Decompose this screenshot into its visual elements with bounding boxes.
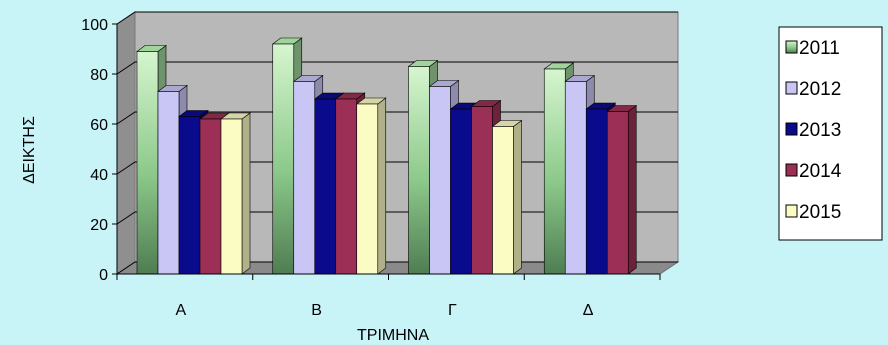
legend-label: 2015 (799, 202, 841, 223)
y-tick-label: 40 (90, 167, 108, 184)
bar-front (356, 103, 379, 275)
legend-item: 2014 (785, 161, 842, 182)
bar-side (377, 97, 387, 275)
bar-front (136, 51, 159, 275)
bar-side (513, 119, 522, 275)
bar-front (314, 98, 337, 275)
x-tick-label: Δ (583, 302, 594, 319)
bar (355, 97, 387, 275)
gridline (116, 11, 678, 25)
bar-front (471, 106, 493, 275)
bar-front (178, 116, 201, 275)
bar-front (157, 91, 180, 275)
legend-swatch (785, 204, 798, 218)
y-tick-label: 60 (90, 117, 108, 134)
bars (136, 37, 638, 275)
legend-label: 2011 (799, 38, 840, 59)
bar (606, 104, 638, 275)
legend-swatch (785, 122, 798, 136)
legend-item: 2013 (785, 120, 841, 141)
y-tick-label: 0 (99, 267, 108, 284)
legend: 2011 2012 2013 2014 2015 (778, 26, 883, 241)
legend-swatch (785, 81, 798, 95)
legend-label: 2013 (799, 120, 841, 141)
bar-front (543, 68, 566, 275)
bar-front (272, 43, 295, 275)
bar-front (564, 81, 587, 275)
bar-front (606, 111, 629, 275)
bar-side (241, 112, 251, 275)
bar-front (335, 98, 358, 275)
bar-front (220, 118, 243, 275)
x-tick-label: Β (311, 302, 322, 319)
bar-front (585, 108, 608, 275)
legend-swatch (785, 40, 798, 54)
y-tick-label: 80 (90, 67, 108, 84)
x-tick-label: Α (176, 302, 187, 319)
bar (220, 112, 251, 275)
gridline (116, 61, 678, 75)
bar-side (627, 104, 637, 275)
y-tick-label: 20 (90, 217, 108, 234)
bar-front (408, 66, 430, 275)
plot-side-wall (116, 11, 136, 275)
x-tick-label: Γ (448, 302, 457, 319)
bar-front (199, 118, 222, 275)
legend-item: 2012 (785, 79, 841, 100)
bar-front (293, 81, 316, 275)
legend-item: 2011 (785, 38, 840, 59)
bar (491, 119, 523, 275)
y-tick-label: 100 (81, 17, 108, 34)
legend-label: 2014 (799, 161, 842, 182)
legend-swatch (785, 163, 798, 177)
plot-area (115, 11, 680, 275)
bar-front (450, 108, 472, 275)
y-axis-title: ΔΕΙΚΤΗΣ (21, 116, 38, 184)
x-axis-title: ΤΡΙΜΗΝΑ (357, 327, 429, 344)
axes: 0 20 40 60 80 100 Α Β Γ Δ (81, 17, 661, 319)
legend-label: 2012 (799, 79, 841, 100)
bar-front (429, 86, 451, 275)
bar-front (492, 126, 514, 275)
legend-item: 2015 (785, 202, 841, 223)
